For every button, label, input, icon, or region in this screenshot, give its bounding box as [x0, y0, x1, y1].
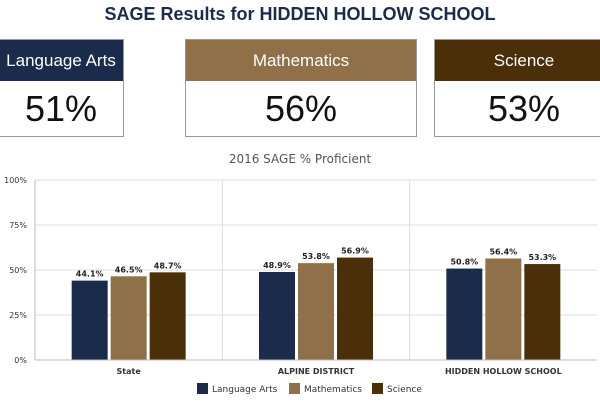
bar-data-label: 53.3% [528, 253, 556, 262]
legend-label: Mathematics [304, 385, 362, 395]
bar-data-label: 44.1% [76, 270, 104, 279]
legend-swatch [197, 383, 208, 394]
bar-data-label: 56.4% [489, 247, 517, 256]
legend-swatch [372, 383, 383, 394]
chart-title: 2016 SAGE % Proficient [229, 152, 372, 166]
mathematics-card-label: Mathematics [186, 40, 416, 81]
bar [524, 264, 561, 360]
legend-label: Science [387, 385, 422, 395]
x-tick-label: State [117, 367, 142, 376]
science-card: Science 53% [434, 39, 600, 137]
bar-data-label: 56.9% [341, 247, 369, 256]
science-card-value: 53% [487, 87, 561, 129]
y-tick-label: 75% [9, 221, 27, 230]
x-tick-label: ALPINE DISTRICT [278, 367, 355, 376]
bar [446, 268, 483, 360]
x-tick-label: HIDDEN HOLLOW SCHOOL [445, 367, 562, 376]
y-tick-label: 25% [9, 311, 27, 320]
science-card-label: Science [435, 40, 600, 81]
language-arts-card: Language Arts 51% [0, 39, 124, 137]
bar [110, 276, 147, 360]
bar [485, 258, 522, 360]
mathematics-card-value: 56% [264, 87, 338, 129]
page-title: SAGE Results for HIDDEN HOLLOW SCHOOL [104, 4, 496, 24]
bar-data-label: 50.8% [450, 258, 478, 267]
legend-swatch [289, 383, 300, 394]
bar [259, 271, 295, 360]
mathematics-card: Mathematics 56% [185, 39, 417, 137]
legend-label: Language Arts [212, 385, 278, 395]
bar [337, 257, 373, 360]
bar-data-label: 46.5% [115, 265, 143, 274]
bar [298, 263, 334, 360]
bar-data-label: 48.7% [154, 261, 182, 270]
proficiency-bar-chart: 2016 SAGE % Proficient 0% 25% 50% 75% 100% 44.… [4, 152, 597, 395]
language-arts-card-label: Language Arts [0, 40, 123, 81]
bar-data-label: 48.9% [263, 261, 291, 270]
bar-data-label: 53.8% [302, 252, 330, 261]
y-tick-label: 0% [14, 356, 27, 365]
y-tick-label: 100% [4, 176, 27, 185]
bar [149, 272, 186, 360]
bar [71, 280, 108, 360]
language-arts-card-value: 51% [24, 87, 98, 129]
y-tick-label: 50% [9, 266, 27, 275]
